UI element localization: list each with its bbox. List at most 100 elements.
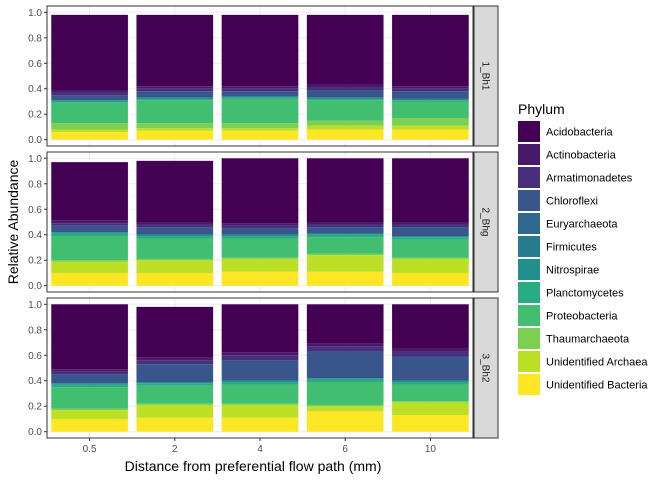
bar-segment-armatimonadetes xyxy=(306,224,384,228)
bar-segment-actinobacteria xyxy=(51,90,128,93)
bar-segment-unidentified-bacteria xyxy=(221,130,299,140)
y-tick-label: 0.4 xyxy=(28,230,42,241)
bar-segment-proteobacteria xyxy=(221,98,299,124)
bar-segment-chloroflexi xyxy=(306,227,384,234)
bar-segment-planctomycetes xyxy=(136,236,214,239)
bar-segment-acidobacteria xyxy=(51,162,128,221)
bar-segment-armatimonadetes xyxy=(51,92,128,96)
y-tick-label: 0.4 xyxy=(28,84,42,95)
facet-panel-3_Bh2: 0.0 0.2 0.4 0.6 0.8 1.0 3_Bh2 xyxy=(28,297,499,439)
bar-1_Bh1-6 xyxy=(306,14,384,140)
bar-segment-thaumarchaeota xyxy=(392,401,469,403)
bar-segment-proteobacteria xyxy=(306,382,384,405)
bar-segment-unidentified-archaea xyxy=(221,128,299,131)
bar-segment-chloroflexi xyxy=(306,90,384,98)
bar-segment-actinobacteria xyxy=(392,348,469,352)
bar-segment-armatimonadetes xyxy=(136,224,214,228)
legend-item-unidentified-bacteria: Unidentified Bacteria xyxy=(518,374,648,395)
bar-segment-armatimonadetes xyxy=(51,223,128,226)
y-tick-label: 0.8 xyxy=(28,179,42,190)
bar-segment-actinobacteria xyxy=(51,220,128,224)
bar-segment-unidentified-archaea xyxy=(306,406,384,412)
bar-1_Bh1-10 xyxy=(392,14,469,140)
y-tick-label: 0.8 xyxy=(28,325,42,336)
bar-segment-acidobacteria xyxy=(306,304,384,344)
bar-segment-acidobacteria xyxy=(221,304,299,353)
bar-segment-nitrospirae xyxy=(306,233,384,235)
legend-key xyxy=(518,351,540,372)
bar-segment-unidentified-archaea xyxy=(51,261,128,273)
bar-segment-armatimonadetes xyxy=(392,351,469,357)
bar-segment-armatimonadetes xyxy=(221,225,299,229)
bar-segment-thaumarchaeota xyxy=(221,403,299,405)
panel-border xyxy=(46,5,474,147)
bar-segment-unidentified-archaea xyxy=(136,260,214,273)
y-tick-label: 0.2 xyxy=(28,110,42,121)
bar-segment-nitrospirae xyxy=(221,234,299,237)
bar-segment-acidobacteria xyxy=(392,304,469,349)
bar-segment-chloroflexi xyxy=(136,227,214,235)
legend-item-thaumarchaeota: Thaumarchaeota xyxy=(518,328,630,349)
bar-segment-actinobacteria xyxy=(136,86,214,89)
legend-key xyxy=(518,121,540,142)
bar-segment-proteobacteria xyxy=(392,239,469,258)
legend-label: Unidentified Archaea xyxy=(546,357,648,369)
legend-label: Thaumarchaeota xyxy=(546,334,630,346)
y-tick-label: 1.0 xyxy=(28,8,42,19)
y-tick-label: 0.6 xyxy=(28,59,42,70)
bar-segment-nitrospirae xyxy=(221,380,299,383)
bar-segment-unidentified-bacteria xyxy=(306,271,384,286)
y-tick-label: 1.0 xyxy=(28,154,42,165)
legend-key xyxy=(518,282,540,303)
bar-segment-nitrospirae xyxy=(306,97,384,99)
legend-item-euryarchaeota: Euryarchaeota xyxy=(518,213,618,234)
facet-strip xyxy=(473,151,499,293)
bar-segment-unidentified-bacteria xyxy=(306,129,384,140)
bar-segment-actinobacteria xyxy=(306,222,384,225)
y-tick-label: 1.0 xyxy=(28,300,42,311)
y-tick-label: 0.4 xyxy=(28,376,42,387)
bar-2_Bhg-4 xyxy=(221,158,299,286)
bar-segment-thaumarchaeota xyxy=(306,120,384,126)
bar-segment-chloroflexi xyxy=(51,225,128,233)
facet-strip-label: 2_Bhg xyxy=(480,208,491,237)
bar-segment-armatimonadetes xyxy=(136,88,214,92)
legend-label: Acidobacteria xyxy=(546,127,614,139)
legend-key xyxy=(518,374,540,395)
bar-segment-unidentified-bacteria xyxy=(136,272,214,286)
bar-3_Bh2-0.5 xyxy=(51,304,128,432)
panels-layer: 0.0 0.2 0.4 0.6 0.8 1.0 1_Bh1 0.0 0.2 0.4 0.6 0.8 1.… xyxy=(28,5,499,455)
bar-3_Bh2-2 xyxy=(136,306,214,432)
bar-segment-acidobacteria xyxy=(221,158,299,224)
facet-strip-label: 3_Bh2 xyxy=(480,354,491,383)
bar-segment-unidentified-bacteria xyxy=(221,271,299,286)
bar-segment-nitrospirae xyxy=(136,382,214,384)
bar-segment-planctomycetes xyxy=(51,101,128,103)
x-tick-label: 2 xyxy=(172,444,178,455)
bar-segment-acidobacteria xyxy=(136,14,214,87)
bar-3_Bh2-6 xyxy=(306,304,384,432)
bar-segment-actinobacteria xyxy=(306,84,384,88)
bar-segment-unidentified-archaea xyxy=(306,125,384,130)
bar-segment-thaumarchaeota xyxy=(51,260,128,262)
bar-segment-actinobacteria xyxy=(221,86,299,89)
bar-segment-armatimonadetes xyxy=(221,88,299,92)
legend-label: Firmicutes xyxy=(546,242,597,254)
bar-segment-thaumarchaeota xyxy=(136,123,214,129)
facet-panel-2_Bhg: 0.0 0.2 0.4 0.6 0.8 1.0 2_Bhg xyxy=(28,151,499,293)
legend-item-firmicutes: Firmicutes xyxy=(518,236,597,257)
bar-segment-actinobacteria xyxy=(221,223,299,226)
bar-segment-proteobacteria xyxy=(51,387,128,409)
bar-segment-unidentified-archaea xyxy=(221,404,299,418)
y-tick-label: 0.6 xyxy=(28,205,42,216)
bar-segment-nitrospirae xyxy=(51,100,128,102)
x-axis: 0.5 2 4 6 10 xyxy=(83,438,437,455)
y-tick-label: 0.2 xyxy=(28,256,42,267)
bar-segment-planctomycetes xyxy=(392,237,469,240)
bar-segment-chloroflexi xyxy=(221,228,299,235)
legend-title: Phylum xyxy=(518,101,565,117)
bar-segment-proteobacteria xyxy=(306,237,384,254)
legend-item-armatimonadetes: Armatimonadetes xyxy=(518,167,633,188)
bar-segment-unidentified-bacteria xyxy=(221,417,299,432)
x-tick-label: 10 xyxy=(425,444,437,455)
